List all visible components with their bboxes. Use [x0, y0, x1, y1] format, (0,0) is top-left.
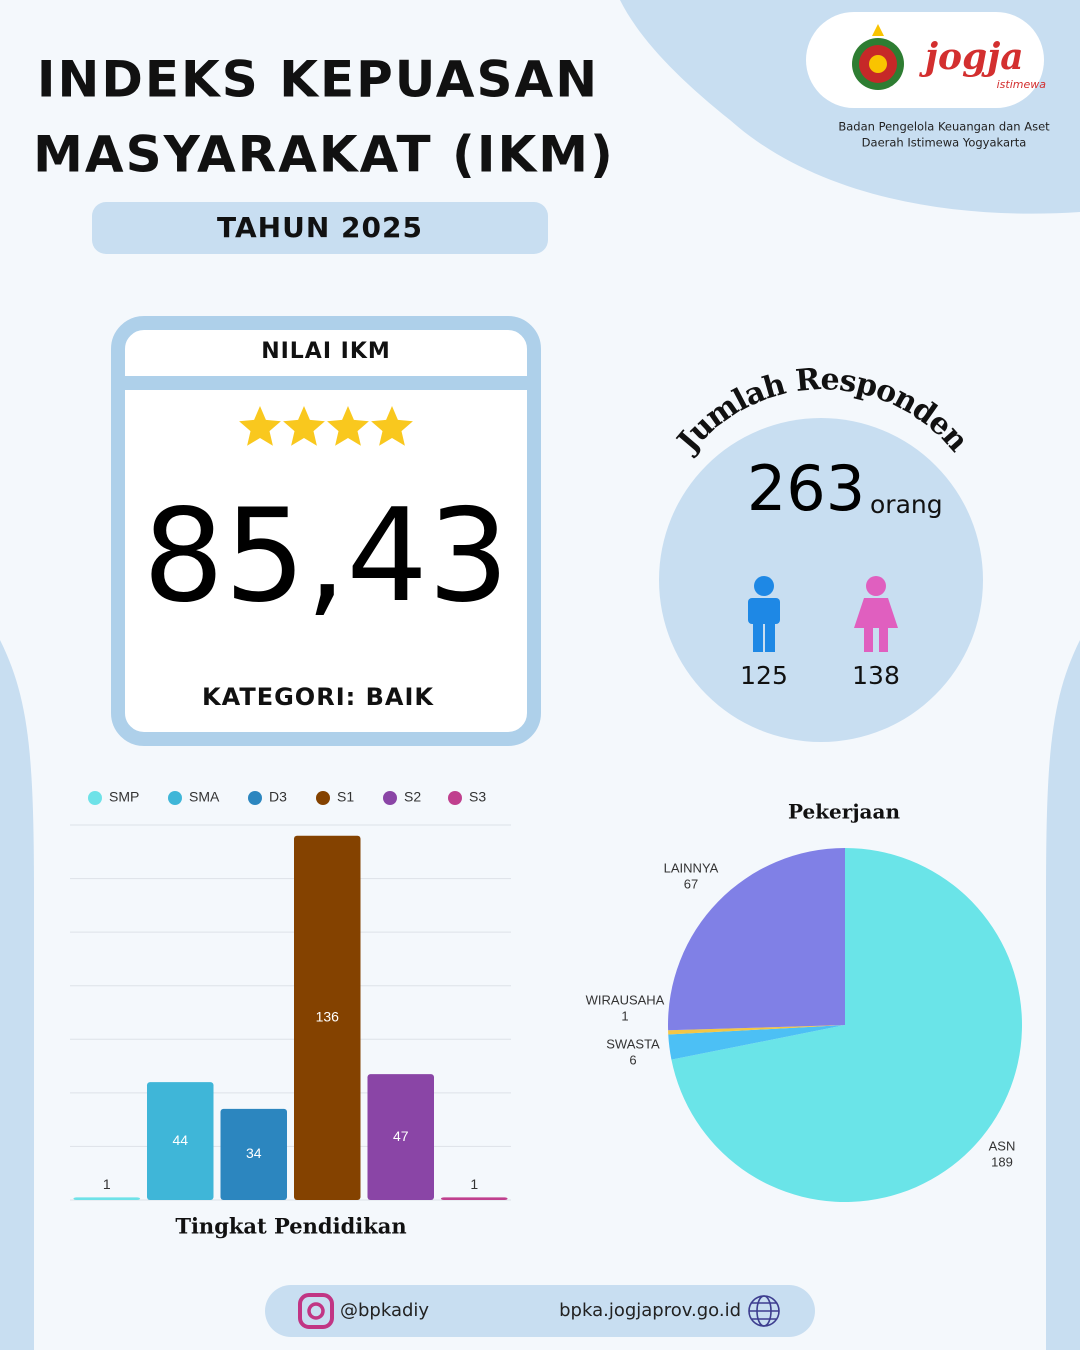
star	[283, 406, 325, 446]
bar-value-label: 1	[470, 1176, 478, 1192]
logo-subtext: istimewa	[997, 78, 1047, 91]
bar-chart-title: Tingkat Pendidikan	[175, 1214, 406, 1239]
legend-swatch	[168, 791, 182, 805]
ikm-category: KATEGORI: BAIK	[202, 683, 434, 711]
star	[239, 406, 281, 446]
org-line: Daerah Istimewa Yogyakarta	[862, 136, 1027, 150]
ikm-card	[111, 316, 541, 746]
star	[327, 406, 369, 446]
ikm-heading: NILAI IKM	[261, 339, 391, 364]
pie-category-label: ASN	[989, 1138, 1016, 1153]
bar-value-label: 47	[393, 1128, 409, 1144]
legend-swatch	[448, 791, 462, 805]
legend-label: S1	[337, 789, 354, 805]
legend-label: S2	[404, 789, 421, 805]
pie-slice	[668, 1025, 845, 1060]
respondents-total: 263	[747, 452, 865, 525]
globe-icon	[748, 1295, 780, 1327]
instagram-handle[interactable]: @bpkadiy	[340, 1300, 429, 1321]
male-icon	[748, 576, 780, 652]
pie-value-label: 6	[629, 1052, 636, 1067]
ikm-score: 85,43	[143, 482, 509, 631]
pie-category-label: SWASTA	[606, 1036, 660, 1051]
bar-chart: SMP SMA D3 S1 S2 S3 1 44 34 136 47 1	[70, 789, 511, 1201]
respondents-circle	[659, 418, 983, 742]
bar-value-label: 136	[316, 1009, 340, 1025]
right-side-shape	[1046, 640, 1080, 1350]
instagram-icon[interactable]	[298, 1293, 334, 1329]
pie-value-label: 67	[684, 876, 698, 891]
bar	[294, 835, 361, 1200]
pie-slice	[668, 1025, 845, 1035]
legend-label: SMA	[189, 789, 220, 805]
male-count: 125	[740, 661, 788, 690]
title-line: MASYARAKAT (IKM)	[33, 126, 615, 184]
logo-text: jogja	[919, 36, 1024, 78]
instagram-icon-lens	[307, 1302, 325, 1320]
pie-chart-title: Pekerjaan	[788, 800, 901, 824]
legend-label: SMP	[109, 789, 139, 805]
org-line: Badan Pengelola Keuangan dan Aset	[838, 120, 1050, 134]
footer-pill	[265, 1285, 815, 1337]
left-side-shape	[0, 640, 34, 1350]
legend-swatch	[383, 791, 397, 805]
legend-swatch	[88, 791, 102, 805]
bar	[441, 1197, 508, 1200]
legend-swatch	[316, 791, 330, 805]
stars	[239, 406, 413, 446]
legend-label: D3	[269, 789, 287, 805]
pie-category-label: LAINNYA	[664, 860, 719, 875]
legend-swatch	[248, 791, 262, 805]
bar	[220, 1108, 287, 1200]
bar	[367, 1074, 434, 1200]
pie-slice	[668, 848, 845, 1031]
website[interactable]: bpka.jogjaprov.go.id	[559, 1300, 741, 1321]
year-pill	[92, 202, 548, 254]
respondents-unit: orang	[870, 490, 943, 519]
pie-slice	[671, 848, 1023, 1202]
female-count: 138	[852, 661, 900, 690]
pie-value-label: 1	[621, 1008, 628, 1023]
bar	[73, 1197, 140, 1200]
star	[371, 406, 413, 446]
bar	[147, 1082, 214, 1200]
pie-value-label: 189	[991, 1154, 1013, 1169]
bar-value-label: 1	[103, 1176, 111, 1192]
card-divider	[125, 376, 527, 390]
pie-category-label: WIRAUSAHA	[586, 992, 665, 1007]
bar-value-label: 44	[172, 1132, 188, 1148]
year: TAHUN 2025	[217, 211, 423, 244]
title-line: INDEKS KEPUASAN	[37, 51, 599, 109]
bar-value-label: 34	[246, 1145, 262, 1161]
legend-label: S3	[469, 789, 486, 805]
emblem	[852, 24, 904, 90]
female-icon	[854, 576, 898, 652]
